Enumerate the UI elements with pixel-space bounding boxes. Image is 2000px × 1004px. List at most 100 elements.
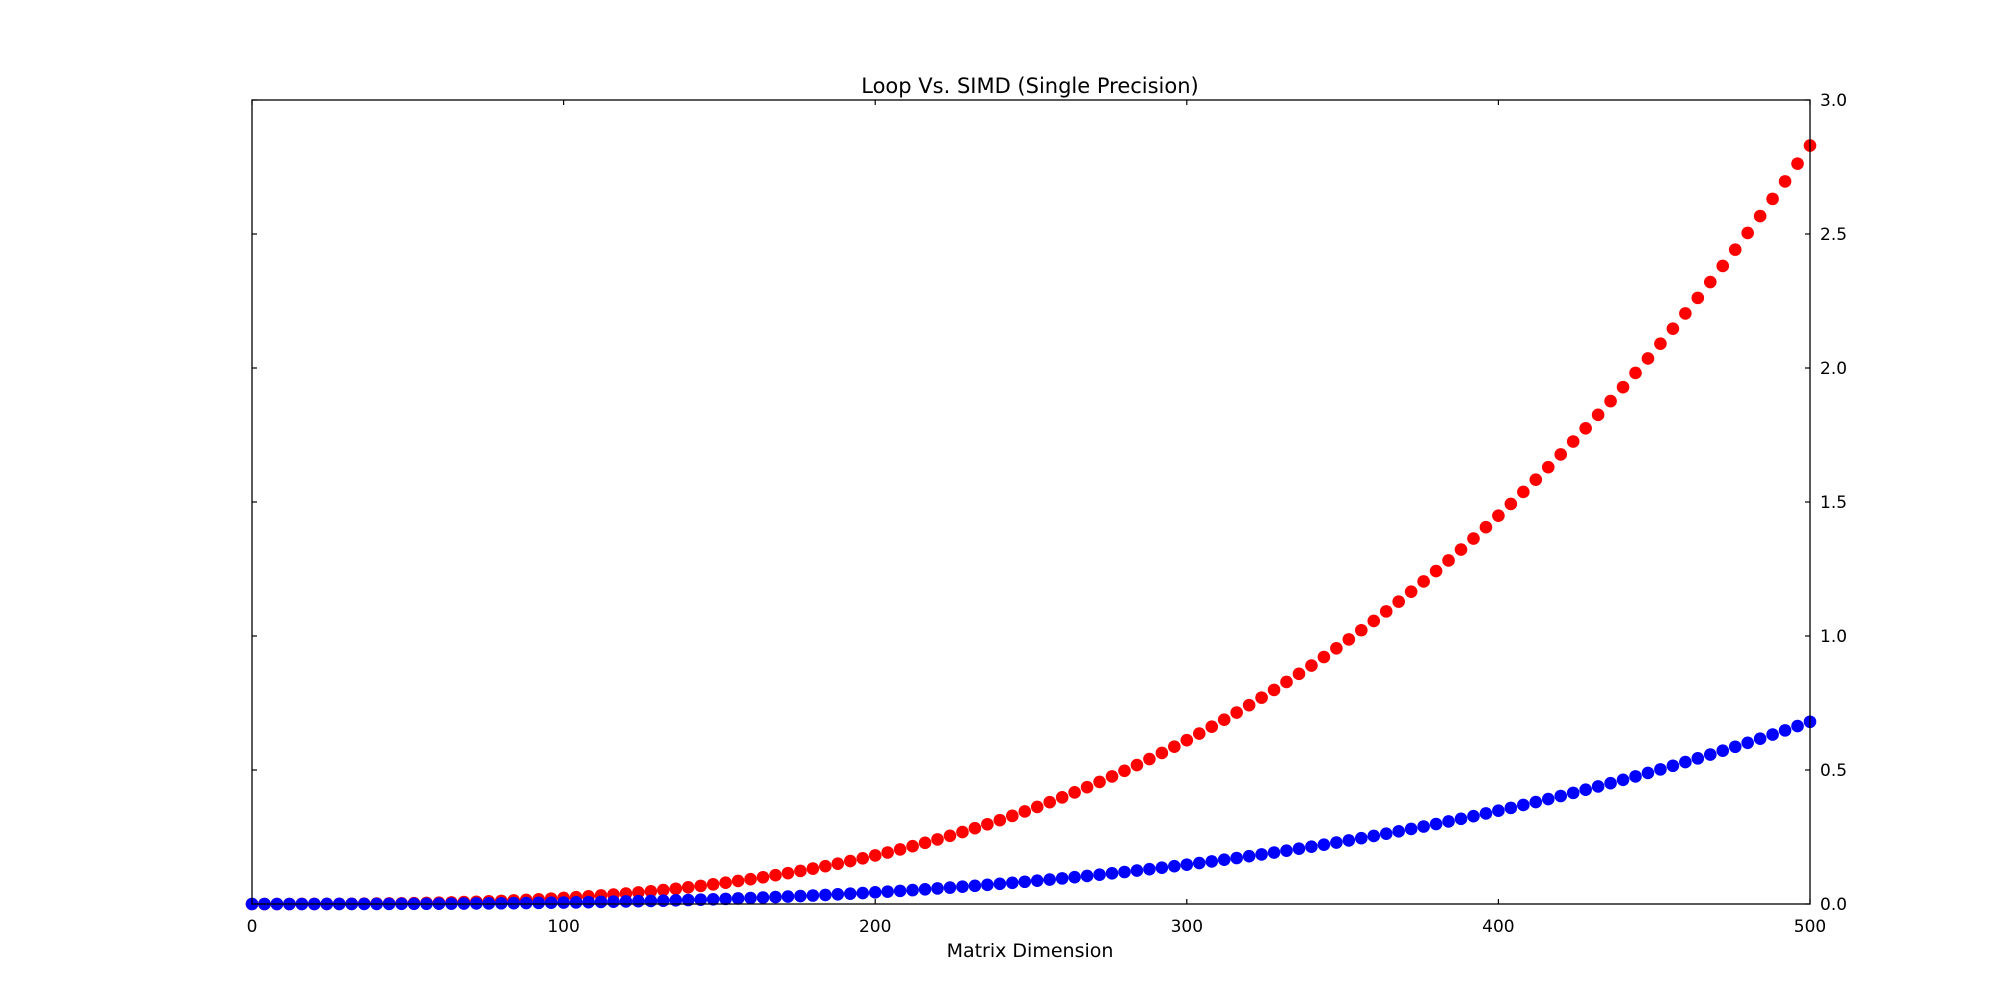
data-point [1292, 667, 1306, 681]
data-point [1703, 748, 1717, 761]
chart-title: Loop Vs. SIMD (Single Precision) [861, 74, 1199, 98]
data-point [1691, 752, 1705, 765]
data-point [1492, 509, 1505, 522]
data-point [1130, 758, 1144, 772]
x-tick-label: 400 [1482, 917, 1514, 937]
data-series [245, 139, 1817, 911]
series-1 [245, 715, 1817, 911]
data-point [968, 879, 982, 893]
data-point [1504, 801, 1518, 815]
x-tick-label: 500 [1794, 917, 1826, 937]
data-point [1429, 817, 1443, 831]
data-point [906, 883, 919, 897]
data-point [943, 881, 957, 894]
data-point [1554, 448, 1568, 461]
data-point [1068, 786, 1081, 799]
data-point [1529, 795, 1543, 809]
data-point [1379, 827, 1393, 840]
data-point [1654, 337, 1667, 350]
data-point [906, 839, 919, 853]
data-point [769, 868, 782, 882]
data-point [819, 888, 832, 902]
data-point [519, 896, 533, 910]
y-tick-label: 0.5 [1820, 761, 1847, 781]
data-point [1105, 770, 1119, 783]
x-tick-label: 100 [547, 917, 579, 937]
data-point [1404, 585, 1418, 598]
data-point [1030, 874, 1044, 887]
data-point [781, 866, 795, 880]
data-point [1093, 868, 1106, 881]
data-point [1703, 275, 1717, 289]
data-point [507, 896, 521, 910]
data-point [1741, 226, 1754, 240]
data-point [1080, 869, 1094, 883]
data-point [806, 862, 820, 875]
data-point [494, 896, 508, 910]
data-point [931, 833, 944, 846]
data-point [756, 891, 770, 904]
data-point [1579, 421, 1592, 435]
data-point [943, 829, 957, 843]
data-point [681, 881, 695, 894]
data-point [1130, 864, 1144, 877]
data-point [644, 894, 658, 908]
data-point [1055, 791, 1069, 804]
data-point [981, 817, 994, 831]
data-point [1579, 783, 1592, 796]
data-point [1305, 840, 1318, 853]
data-point [632, 886, 645, 899]
data-point [968, 821, 982, 835]
data-point [1641, 766, 1655, 780]
data-point [1566, 435, 1580, 448]
data-point [1629, 366, 1642, 380]
data-point [1591, 780, 1605, 793]
data-point [1666, 322, 1680, 335]
data-point [981, 878, 994, 892]
data-point [1679, 755, 1692, 769]
data-point [731, 874, 745, 888]
y-tick-label: 3.0 [1820, 91, 1847, 111]
data-point [1379, 605, 1393, 618]
data-point [1342, 633, 1356, 646]
x-tick-label: 0 [247, 917, 258, 937]
data-point [1716, 744, 1730, 757]
data-point [893, 843, 907, 856]
data-point [1155, 746, 1169, 760]
data-point [594, 895, 608, 909]
data-point [1728, 740, 1742, 754]
x-axis-label: Matrix Dimension [947, 940, 1114, 962]
data-point [1080, 780, 1094, 794]
data-point [831, 888, 845, 901]
plot-frame [251, 99, 1811, 905]
data-point [1429, 564, 1443, 578]
data-point [1168, 740, 1181, 753]
data-point [1192, 856, 1206, 870]
data-point [744, 872, 757, 886]
data-point [1030, 800, 1044, 814]
data-point [956, 825, 969, 839]
data-point [1292, 842, 1306, 855]
data-point [1778, 175, 1792, 188]
data-point [1778, 724, 1792, 737]
data-point [1467, 809, 1480, 823]
data-point [756, 870, 770, 884]
data-point [1442, 554, 1455, 567]
data-point [1404, 822, 1418, 836]
data-point [1355, 831, 1368, 845]
data-point [1255, 691, 1268, 704]
data-point [1392, 595, 1405, 608]
data-point [706, 878, 720, 891]
data-point [881, 846, 894, 859]
data-point [1753, 732, 1767, 745]
data-point [1629, 770, 1642, 783]
data-point [1006, 809, 1019, 823]
data-point [769, 890, 782, 904]
data-point [819, 859, 832, 873]
data-point [1791, 157, 1804, 170]
data-point [1105, 867, 1119, 880]
data-point [993, 813, 1007, 827]
y-tick-label: 2.0 [1820, 359, 1847, 379]
data-point [1006, 876, 1019, 890]
